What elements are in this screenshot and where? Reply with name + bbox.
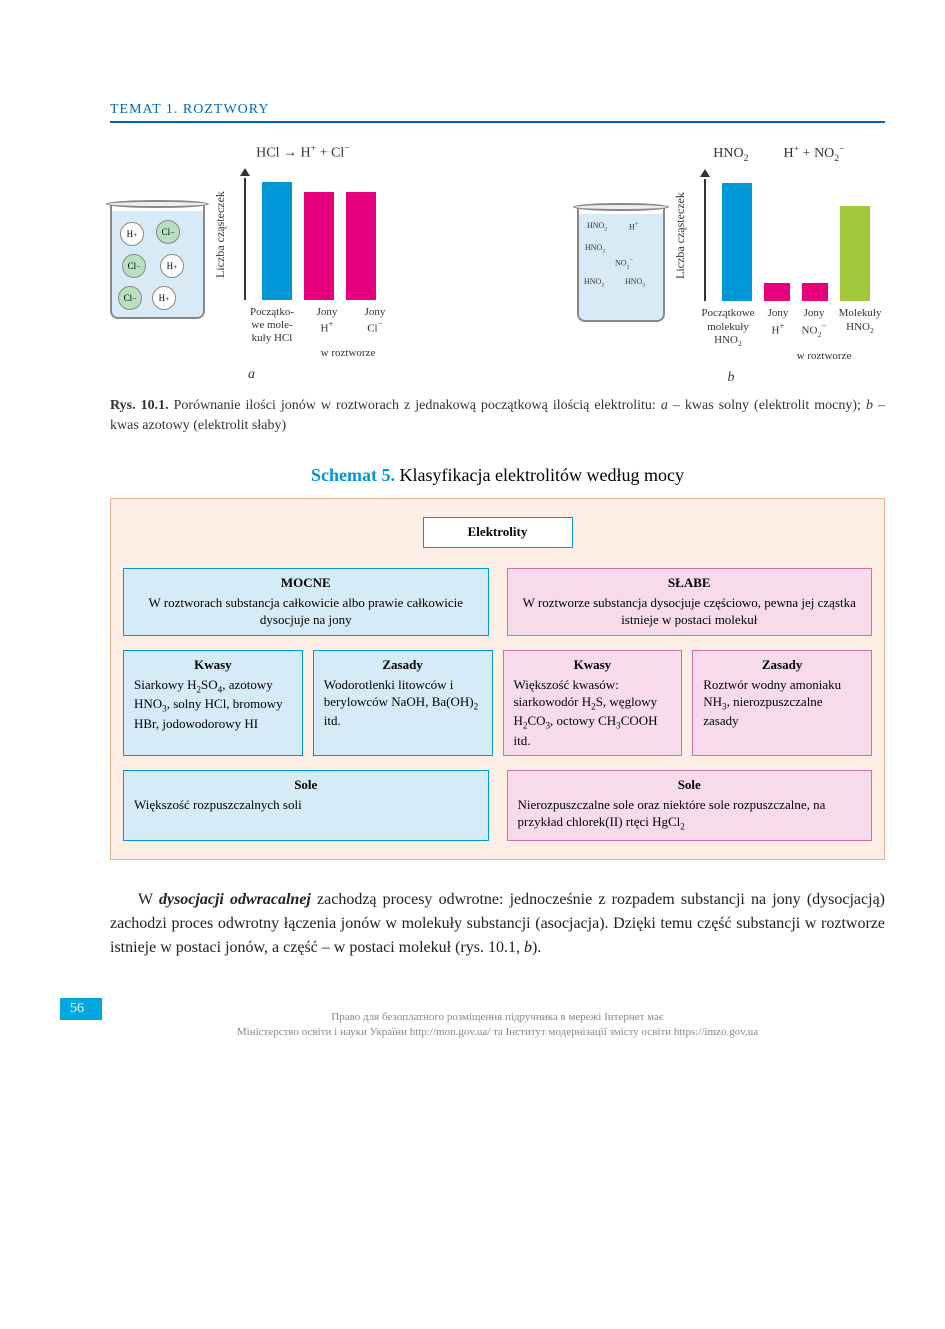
page-header: TEMAT 1. ROZTWORY	[110, 100, 885, 123]
bar-label: PoczątkowemolekułyHNO2	[699, 307, 757, 348]
brace-b: w roztworze	[763, 350, 885, 362]
brace-a: w roztworze	[303, 347, 393, 359]
bar-b-4	[840, 206, 870, 301]
beaker-a: H+ Cl− Cl− H+ Cl− H+	[110, 204, 205, 319]
bar-a-3	[346, 192, 376, 300]
bar-b-3	[802, 283, 828, 301]
chart-a: H+ Cl− Cl− H+ Cl− H+ HCl → H+ + Cl− Licz…	[110, 143, 393, 386]
node-weak-salts: Sole Nierozpuszczalne sole oraz niektóre…	[507, 770, 873, 840]
node-weak-bases: Zasady Roztwór wodny amoniaku NH3, niero…	[692, 650, 872, 756]
footer-copyright: Право для безоплатного розміщення підруч…	[110, 1010, 885, 1041]
node-weak: SŁABE W roztworze substancja dysocjuje c…	[507, 568, 873, 636]
formula-b: HNO2 H+ + NO2−	[673, 143, 885, 163]
bar-label: JonyH+	[763, 307, 793, 348]
node-strong-salts: Sole Większość rozpuszczalnych soli	[123, 770, 489, 840]
formula-a: HCl → H+ + Cl−	[213, 143, 393, 162]
chart-b: HNO2 H+ HNO2 NO2− HNO2 HNO2 HNO2 H+ + NO…	[577, 143, 885, 386]
bar-b-1	[722, 183, 752, 301]
bar-label: JonyH+	[309, 306, 345, 346]
y-axis-label-b: Liczba cząsteczek	[673, 171, 688, 301]
node-strong: MOCNE W roztworach substancja całkowicie…	[123, 568, 489, 636]
node-strong-acids: Kwasy Siarkowy H2SO4, azotowy HNO3, soln…	[123, 650, 303, 756]
bar-label: MolekułyHNO2	[835, 307, 885, 348]
scheme-title: Schemat 5. Klasyfikacja elektrolitów wed…	[110, 465, 885, 486]
bar-label: Początko-we mole-kuły HCl	[247, 306, 297, 346]
beaker-b: HNO2 H+ HNO2 NO2− HNO2 HNO2	[577, 207, 665, 322]
bar-a-1	[262, 182, 292, 300]
page-number: 56	[60, 998, 102, 1020]
figure-10-1: H+ Cl− Cl− H+ Cl− H+ HCl → H+ + Cl− Licz…	[110, 143, 885, 386]
figure-caption: Rys. 10.1. Porównanie ilości jonów w roz…	[110, 396, 885, 435]
scheme-5: Elektrolity MOCNE W roztworach substancj…	[110, 498, 885, 859]
chart-a-letter: a	[248, 367, 255, 383]
y-axis-label-a: Liczba cząsteczek	[213, 170, 228, 300]
bar-a-2	[304, 192, 334, 300]
node-strong-bases: Zasady Wodorotlenki litowców i berylowcó…	[313, 650, 493, 756]
node-weak-acids: Kwasy Większość kwasów: siarkowodór H2S,…	[503, 650, 683, 756]
chart-b-letter: b	[728, 370, 735, 386]
section-title: TEMAT 1. ROZTWORY	[110, 102, 269, 117]
body-paragraph: W dysocjacji odwracalnej zachodzą proces…	[110, 888, 885, 960]
bar-label: JonyCl−	[357, 306, 393, 346]
node-root: Elektrolity	[423, 517, 573, 548]
bar-b-2	[764, 283, 790, 301]
bar-label: JonyNO2−	[799, 307, 829, 348]
